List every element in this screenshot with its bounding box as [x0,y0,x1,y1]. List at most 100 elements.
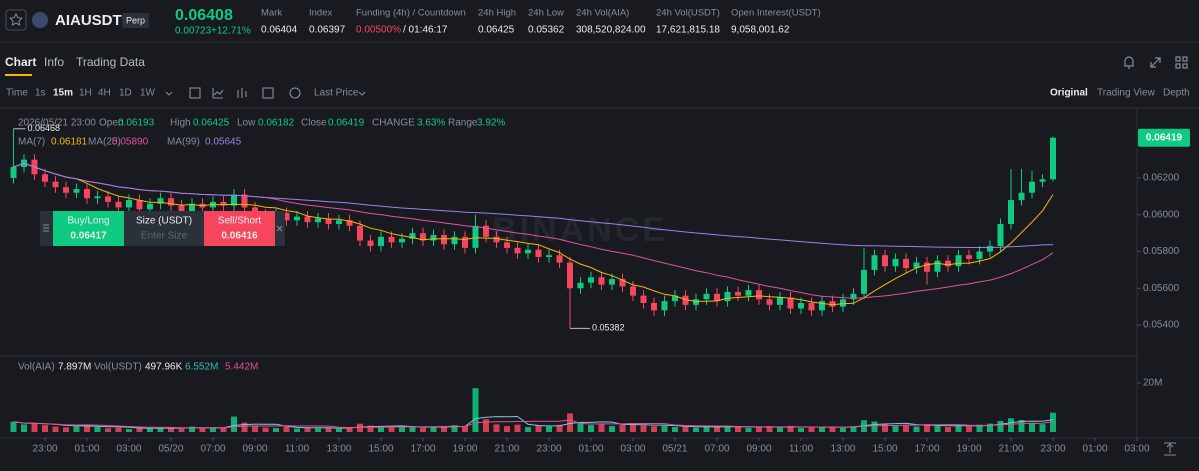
candle-body [566,262,573,289]
volume-bar [661,425,668,432]
view-option[interactable]: Original [1050,88,1088,99]
tab[interactable]: Trading Data [76,55,145,69]
bell-icon[interactable] [1124,56,1134,69]
volume-bar [955,425,962,432]
candle-body [524,249,531,254]
drag-handle[interactable] [43,224,49,232]
volume-bar [829,426,836,432]
candle-icon[interactable] [237,88,247,98]
close-icon[interactable] [276,225,283,232]
volume-bar [503,426,510,432]
candle-body [755,290,762,300]
volume-bar [692,427,699,432]
favorite-button[interactable] [5,9,27,31]
stat-value: 308,520,824.00 [576,25,646,36]
volume-bar [199,428,206,432]
view-option[interactable]: Trading View [1097,88,1156,99]
ma-line [13,162,1054,306]
y-tick-label: 0.05600 [1143,283,1180,294]
volume-bar [881,424,888,432]
stat-label: Mark [261,8,282,19]
tab[interactable]: Chart [5,55,36,69]
settings-icon[interactable] [289,87,301,99]
volume-bar [167,427,174,432]
volume-bar [314,428,321,432]
interval[interactable]: Time [6,88,28,99]
candle-body [577,282,584,289]
buy-price[interactable]: 0.06417 [70,231,107,242]
sell-button[interactable] [204,211,275,246]
interval[interactable]: 4H [98,88,111,99]
volume-bar [136,428,143,432]
volume-bar [682,426,689,432]
candle-body [808,302,815,311]
candle-body [451,236,458,245]
volume-bar [566,413,573,432]
volume-bar [640,425,647,432]
sell-price[interactable]: 0.06416 [221,231,258,242]
chart-icon[interactable] [212,88,224,99]
volume-bar [493,424,500,432]
ohlc-value: 0.06193 [118,118,155,129]
candle-body [829,301,836,307]
candle-body [913,262,920,269]
interval[interactable]: 1H [79,88,92,99]
stat-value: 17,621,815.18 [656,25,720,36]
candle-body [293,216,300,221]
candle-body [356,225,363,241]
volume-bar [766,426,773,432]
last-price: 0.06408 [175,7,233,24]
scale-icon[interactable] [1164,442,1176,456]
interval[interactable]: 1W [140,88,156,99]
symbol[interactable]: AIAUSDT [55,12,122,29]
candle-body [945,260,951,267]
candle-body [419,233,426,241]
vol-ma-value: 6.552M [185,362,218,373]
candle-time: 2026/05/21 23:00 [18,118,96,129]
interval[interactable]: 1s [35,88,46,99]
grid-icon[interactable] [1175,56,1181,62]
volume-bar [671,427,678,432]
candle-body [461,236,468,248]
candle-body [178,205,185,212]
indicator-icon[interactable] [189,87,201,99]
candle-body [692,299,699,305]
price-type[interactable]: Last Price [314,88,359,99]
size-input[interactable]: Enter Size [141,231,188,242]
caret[interactable] [165,91,173,96]
volume-bar [892,425,899,432]
buy-label[interactable]: Buy/Long [67,216,109,227]
candle-body [493,236,500,243]
candle-body [136,200,143,210]
volume-bar [230,416,237,432]
candle-body [73,189,80,193]
interval[interactable]: 15m [53,88,73,99]
volume-bar [787,425,794,432]
candle-body [346,220,353,226]
toolbar-icons [165,87,366,99]
volume-bar [903,424,909,432]
volume-bar [839,427,846,432]
stat-value: 0.06404 [261,25,298,36]
ohlc-value: 3.63% [417,118,445,129]
interval[interactable]: 1D [119,88,132,99]
layout-icon[interactable] [262,87,274,99]
volume-bar [241,422,248,432]
y-tick-label: 0.05800 [1143,246,1180,257]
view-option[interactable]: Depth [1163,88,1190,99]
candle-body [220,201,227,206]
volume-bar [482,419,489,432]
candle-body [724,291,731,302]
volume-bar [377,426,384,432]
volume-bar [272,428,279,432]
caret[interactable] [358,91,366,96]
grid-icon [1175,63,1181,69]
volume-bar [514,424,521,432]
volume-bar [745,427,752,432]
sell-label[interactable]: Sell/Short [218,216,262,227]
volume-bar [808,426,815,432]
tab[interactable]: Info [44,55,64,69]
buy-button[interactable] [53,211,124,246]
x-tick-label: 23:00 [32,444,57,455]
expand-icon[interactable] [1150,57,1161,68]
